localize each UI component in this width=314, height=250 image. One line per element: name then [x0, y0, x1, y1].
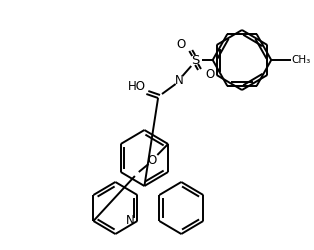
Text: O: O — [205, 68, 214, 82]
Text: CH₃: CH₃ — [292, 55, 311, 65]
Text: S: S — [191, 54, 199, 66]
Text: O: O — [176, 38, 185, 52]
Text: O: O — [148, 154, 157, 166]
Text: HO: HO — [127, 80, 146, 94]
Text: N: N — [126, 214, 135, 228]
Text: N: N — [175, 74, 184, 86]
